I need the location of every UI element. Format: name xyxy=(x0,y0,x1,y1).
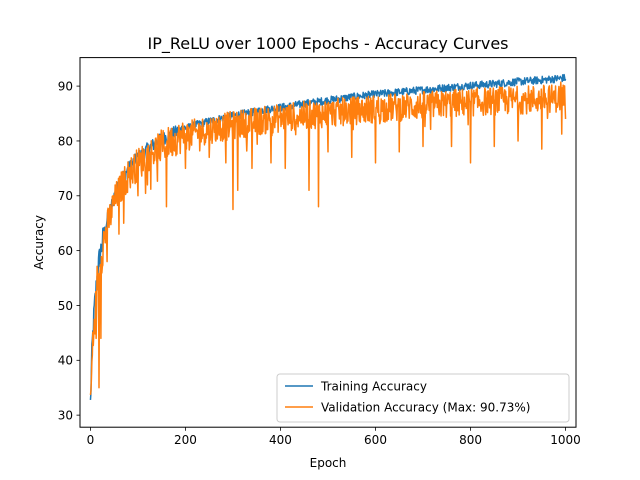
legend-label-training: Training Accuracy xyxy=(320,380,427,394)
y-tick-label: 30 xyxy=(58,408,73,422)
y-tick-label: 70 xyxy=(58,189,73,203)
x-tick-label: 400 xyxy=(269,433,292,447)
y-axis-label: Accuracy xyxy=(32,215,46,270)
y-tick-label: 90 xyxy=(58,79,73,93)
x-tick-label: 200 xyxy=(174,433,197,447)
x-tick-label: 600 xyxy=(364,433,387,447)
x-tick-label: 800 xyxy=(459,433,482,447)
y-tick-label: 60 xyxy=(58,244,73,258)
chart-title: IP_ReLU over 1000 Epochs - Accuracy Curv… xyxy=(147,34,508,54)
x-tick-label: 1000 xyxy=(550,433,581,447)
y-tick-label: 50 xyxy=(58,299,73,313)
x-tick-label: 0 xyxy=(87,433,95,447)
x-axis-label: Epoch xyxy=(310,456,347,470)
y-tick-label: 40 xyxy=(58,354,73,368)
legend: Training Accuracy Validation Accuracy (M… xyxy=(277,374,569,422)
legend-label-validation: Validation Accuracy (Max: 90.73%) xyxy=(321,401,530,415)
y-tick-label: 80 xyxy=(58,134,73,148)
